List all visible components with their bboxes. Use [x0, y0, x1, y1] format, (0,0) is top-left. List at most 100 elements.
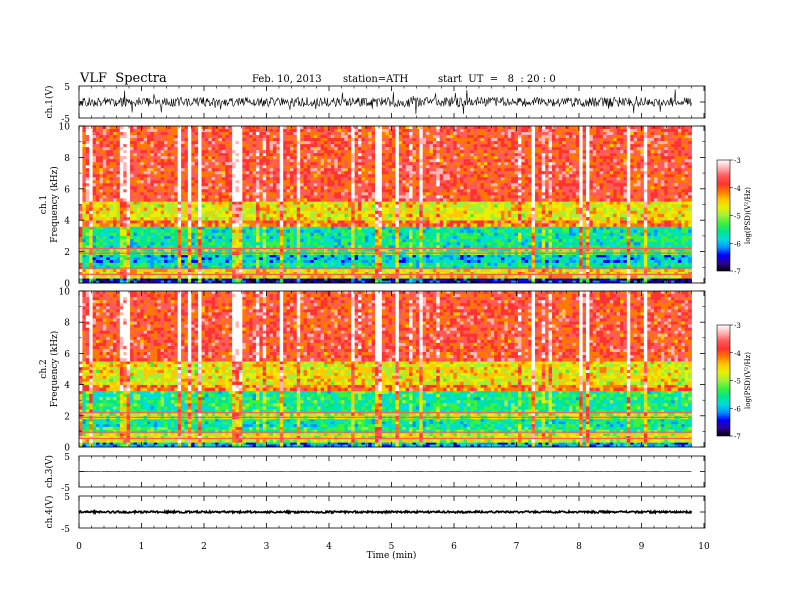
- spectrogram-cell: [483, 239, 488, 243]
- spectrogram-cell: [276, 265, 281, 270]
- spectrogram-cell: [494, 275, 498, 279]
- spectrogram-cell: [637, 278, 641, 281]
- spectrogram-cell: [531, 210, 536, 215]
- spectrogram-cell: [130, 210, 134, 215]
- spectrogram-cell: [528, 242, 532, 246]
- spectrogram-cell: [463, 239, 468, 243]
- spectrogram-cell: [592, 278, 597, 281]
- spectrogram-cell: [432, 262, 437, 267]
- spectrogram-cell: [620, 220, 624, 224]
- spectrogram-cell: [477, 235, 481, 240]
- spectrogram-cell: [245, 223, 250, 227]
- spectrogram-cell: [378, 239, 383, 243]
- spectrogram-cell: [136, 226, 141, 230]
- spectrogram-cell: [517, 254, 522, 258]
- spectrogram-cell: [79, 220, 83, 224]
- spectrogram-cell: [170, 248, 175, 252]
- spectrogram-cell: [269, 272, 274, 276]
- spectrogram-cell: [613, 210, 618, 215]
- spectrogram-cell: [419, 232, 424, 237]
- spectrogram-cell: [480, 226, 485, 230]
- spectrogram-cell: [657, 278, 662, 281]
- spectrogram-cell: [511, 226, 515, 230]
- spectrogram-cell: [334, 278, 339, 281]
- spectrogram-cell: [150, 242, 155, 246]
- spectrogram-cell: [599, 204, 604, 208]
- spectrogram-cell: [664, 207, 669, 212]
- spectrogram-cell: [109, 217, 114, 221]
- spectrogram-cell: [405, 229, 410, 234]
- spectrogram-cell: [562, 204, 566, 208]
- spectrogram-cell: [85, 217, 90, 221]
- spectrogram-cell: [364, 268, 369, 273]
- spectrogram-cell: [470, 210, 475, 215]
- spectrogram-cell: [589, 278, 594, 281]
- spectrogram-cell: [164, 204, 168, 208]
- spectrogram-cell: [147, 254, 151, 258]
- spectrogram-cell: [385, 217, 390, 221]
- spectrogram-cell: [140, 239, 145, 243]
- spectrogram-cell: [177, 207, 182, 212]
- spectrogram-cell: [643, 217, 648, 221]
- spectrogram-cell: [194, 259, 199, 263]
- spectrogram-cell: [385, 268, 390, 273]
- spectrogram-cell: [201, 229, 206, 234]
- spectrogram-cell: [647, 223, 652, 227]
- spectrogram-cell: [324, 223, 328, 227]
- spectrogram-cell: [582, 201, 587, 205]
- spectrogram-cell: [545, 229, 549, 234]
- spectrogram-cell: [439, 268, 444, 273]
- spectrogram-cell: [630, 210, 635, 215]
- spectrogram-cell: [279, 245, 284, 249]
- spectrogram-cell: [160, 262, 165, 267]
- spectrogram-cell: [96, 268, 100, 273]
- spectrogram-cell: [296, 257, 301, 261]
- spectrogram-cell: [276, 213, 281, 218]
- spectrogram-cell: [528, 204, 532, 208]
- spectrogram-cell: [347, 126, 352, 130]
- spectrogram-cell: [306, 217, 311, 221]
- spectrogram-cell: [289, 239, 294, 243]
- spectrogram-cell: [164, 248, 168, 252]
- spectrogram-cell: [306, 245, 311, 249]
- spectrogram-cell: [497, 254, 502, 258]
- spectrogram-cell: [262, 245, 267, 249]
- spectrogram-cell: [684, 232, 689, 237]
- spectrogram-cell: [272, 226, 277, 230]
- spectrogram-cell: [177, 220, 182, 224]
- spectrogram-cell: [688, 210, 692, 215]
- spectrogram-cell: [215, 232, 219, 237]
- spectrogram-cell: [269, 220, 274, 224]
- spectrogram-cell: [388, 235, 393, 240]
- spectrogram-cell: [194, 242, 199, 246]
- spectrogram-cell: [82, 213, 87, 218]
- spectrogram-cell: [344, 201, 349, 205]
- spectrogram-cell: [541, 213, 546, 218]
- spectrogram-cell: [541, 265, 546, 270]
- spectrogram-cell: [177, 245, 182, 249]
- spectrogram-cell: [378, 235, 383, 240]
- spectrogram-cell: [364, 259, 369, 263]
- spectrogram-cell: [507, 248, 512, 252]
- spectrogram-cell: [317, 280, 321, 284]
- spectrogram-cell: [82, 239, 87, 243]
- spectrogram-cell: [582, 220, 587, 224]
- spectrogram-cell: [174, 280, 179, 284]
- spectrogram-cell: [480, 257, 485, 261]
- spectrogram-cell: [426, 268, 430, 273]
- spectrogram-cell: [184, 126, 189, 130]
- spectrogram-cell: [269, 223, 274, 227]
- spectrogram-cell: [204, 268, 209, 273]
- spectrogram-cell: [688, 278, 692, 281]
- spectrogram-cell: [681, 265, 686, 270]
- spectrogram-cell: [208, 204, 213, 208]
- spectrogram-cell: [259, 272, 264, 276]
- spectrogram-cell: [487, 235, 492, 240]
- spectrogram-cell: [392, 239, 396, 243]
- spectrogram-cell: [456, 226, 461, 230]
- spectrogram-cell: [130, 259, 134, 263]
- spectrogram-cell: [153, 235, 158, 240]
- spectrogram-cell: [167, 213, 172, 218]
- spectrogram-cell: [426, 201, 430, 205]
- spectrogram-cell: [177, 226, 182, 230]
